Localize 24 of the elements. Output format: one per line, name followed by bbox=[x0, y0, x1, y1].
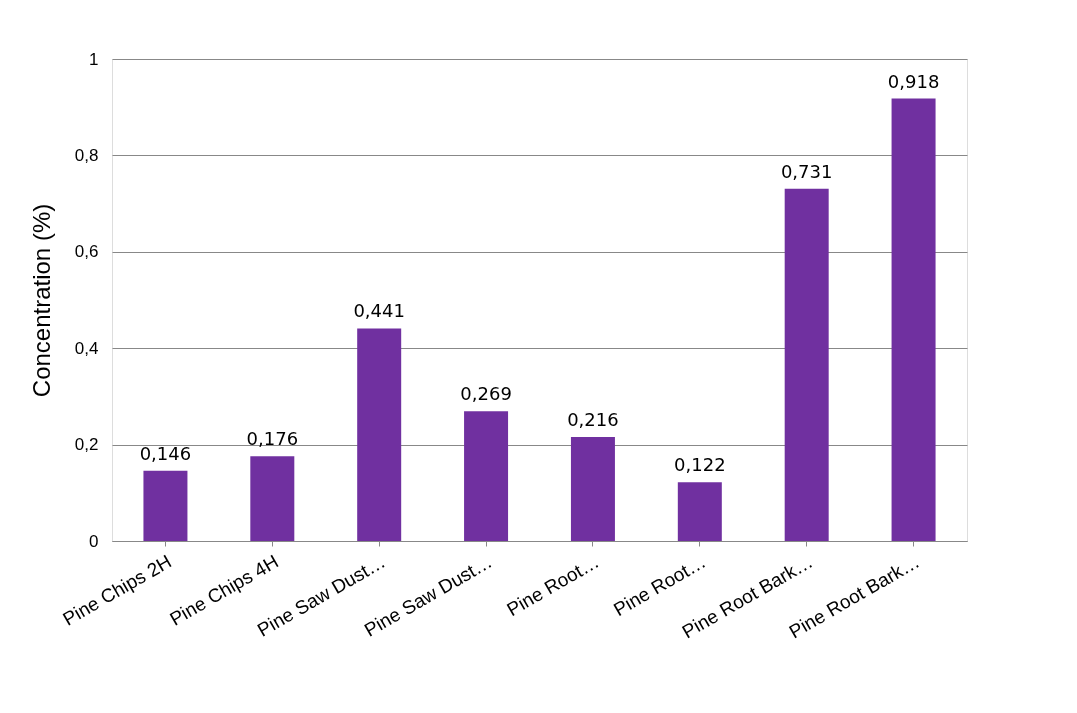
bar bbox=[357, 328, 402, 541]
y-tick-label: 0,6 bbox=[74, 242, 99, 262]
data-label: 0,269 bbox=[460, 383, 512, 405]
data-label: 0,441 bbox=[353, 300, 405, 322]
data-label: 0,216 bbox=[567, 408, 619, 430]
x-tick-label: Pine Root… bbox=[503, 550, 603, 621]
bar bbox=[677, 482, 722, 541]
data-label: 0,176 bbox=[246, 428, 299, 450]
y-tick-label: 0,4 bbox=[74, 338, 99, 358]
y-tick-label: 1 bbox=[89, 49, 99, 69]
data-label: 0,122 bbox=[674, 454, 726, 476]
bar bbox=[784, 188, 829, 541]
y-tick-label: 0,2 bbox=[74, 435, 99, 455]
y-tick-label: 0,8 bbox=[74, 145, 99, 165]
bar bbox=[570, 436, 615, 541]
y-axis-title: Concentration (%) bbox=[27, 203, 55, 398]
bar bbox=[464, 411, 509, 541]
data-label: 0,918 bbox=[887, 70, 940, 92]
bar bbox=[891, 98, 936, 541]
bar bbox=[143, 470, 188, 541]
bar bbox=[250, 456, 295, 541]
y-tick-label: 0 bbox=[89, 531, 99, 551]
data-label: 0,731 bbox=[780, 160, 833, 182]
data-label: 0,146 bbox=[139, 442, 192, 464]
